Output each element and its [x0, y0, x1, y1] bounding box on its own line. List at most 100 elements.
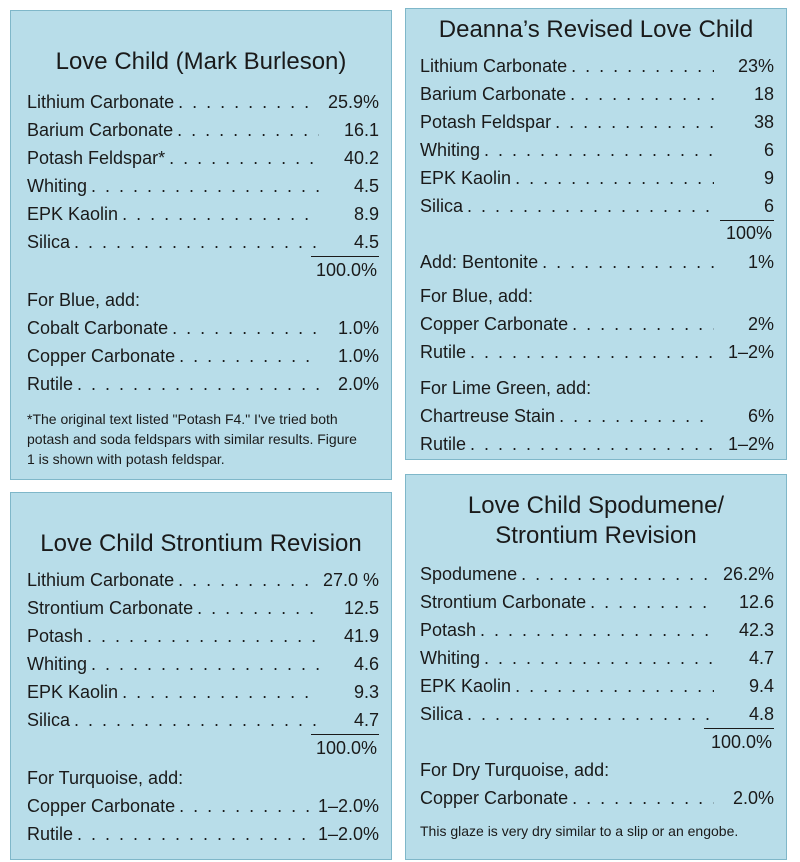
panel-title-line: Strontium Revision — [495, 522, 697, 549]
footnote-line: *The original text listed "Potash F4." I… — [27, 411, 338, 427]
ingredient-row: Strontium Carbonate 12.6 — [420, 591, 774, 613]
ingredient-row: Whiting 6 — [420, 139, 774, 161]
ingredient-value: 4.5 — [353, 176, 379, 196]
ingredient-value: 9.3 — [353, 682, 379, 702]
addition-row: Rutile 1–2% — [420, 341, 774, 363]
ingredient-name: Barium Carbonate — [420, 84, 567, 104]
total-rule — [311, 734, 379, 735]
addition-name: Rutile — [27, 824, 74, 844]
extra-value: 1% — [747, 252, 774, 272]
ingredient-name: Lithium Carbonate — [27, 92, 175, 112]
ingredient-name: Barium Carbonate — [27, 120, 174, 140]
footnote-line: potash and soda feldspars with similar r… — [27, 431, 357, 447]
addition-value: 2% — [747, 314, 774, 334]
addition-name: Copper Carbonate — [27, 346, 176, 366]
addition-value: 2.0% — [337, 374, 379, 394]
addition-row: Chartreuse Stain 6% — [420, 405, 774, 427]
ingredient-name: Silica — [27, 232, 71, 252]
total-rule — [704, 728, 774, 729]
ingredient-row: Silica 4.7 — [27, 709, 379, 731]
ingredient-value: 12.6 — [738, 592, 774, 612]
addition-row: Copper Carbonate 1–2.0% — [27, 795, 379, 817]
addition-heading: For Dry Turquoise, add: — [420, 760, 610, 780]
ingredient-row: Lithium Carbonate 23% — [420, 55, 774, 77]
bentonite-row: Add: Bentonite 1% — [420, 251, 774, 273]
ingredient-row: EPK Kaolin 8.9 — [27, 203, 379, 225]
addition-name: Cobalt Carbonate — [27, 318, 169, 338]
ingredient-row: EPK Kaolin 9.4 — [420, 675, 774, 697]
recipe-panel-strontium-revision: Love Child Strontium Revision Lithium Ca… — [10, 492, 392, 860]
ingredient-row: Barium Carbonate 16.1 — [27, 119, 379, 141]
recipe-total: 100.0% — [315, 738, 377, 758]
ingredient-name: EPK Kaolin — [27, 682, 119, 702]
ingredient-value: 26.2% — [722, 564, 774, 584]
ingredient-name: Potash — [27, 626, 84, 646]
ingredient-row: EPK Kaolin 9 — [420, 167, 774, 189]
recipe-total: 100% — [725, 223, 772, 243]
ingredient-row: Potash Feldspar* 40.2 — [27, 147, 379, 169]
addition-row: Copper Carbonate 2% — [420, 313, 774, 335]
ingredient-value: 27.0 % — [322, 570, 379, 590]
ingredient-row: Potash 42.3 — [420, 619, 774, 641]
extra-name: Add: Bentonite — [420, 252, 539, 272]
addition-row: Cobalt Carbonate 1.0% — [27, 317, 379, 339]
footnote-line: 1 is shown with potash feldspar. — [27, 451, 225, 467]
ingredient-value: 18 — [753, 84, 774, 104]
ingredient-value: 40.2 — [343, 148, 379, 168]
ingredient-row: Silica 6 — [420, 195, 774, 217]
addition-name: Copper Carbonate — [420, 314, 569, 334]
ingredient-value: 6 — [763, 196, 774, 216]
ingredient-value: 4.7 — [748, 648, 774, 668]
ingredient-name: Lithium Carbonate — [27, 570, 175, 590]
addition-name: Rutile — [420, 342, 467, 362]
recipe-panel-love-child: Love Child (Mark Burleson) Lithium Carbo… — [10, 10, 392, 480]
ingredient-name: EPK Kaolin — [420, 676, 512, 696]
ingredient-value: 4.8 — [748, 704, 774, 724]
ingredient-name: Potash Feldspar* — [27, 148, 166, 168]
addition-name: Copper Carbonate — [27, 796, 176, 816]
addition-name: Chartreuse Stain — [420, 406, 556, 426]
ingredient-row: Strontium Carbonate 12.5 — [27, 597, 379, 619]
ingredient-value: 4.5 — [353, 232, 379, 252]
ingredient-name: Strontium Carbonate — [27, 598, 194, 618]
ingredient-name: Silica — [420, 704, 464, 724]
ingredient-name: Potash Feldspar — [420, 112, 552, 132]
ingredient-name: EPK Kaolin — [420, 168, 512, 188]
ingredient-name: Potash — [420, 620, 477, 640]
ingredient-name: Strontium Carbonate — [420, 592, 587, 612]
addition-name: Rutile — [420, 434, 467, 454]
ingredient-value: 9 — [763, 168, 774, 188]
addition-heading: For Blue, add: — [420, 286, 534, 306]
recipe-panel-deannas-revised: Deanna’s Revised Love Child Lithium Carb… — [405, 8, 787, 460]
addition-value: 1–2.0% — [317, 796, 379, 816]
ingredient-value: 41.9 — [343, 626, 379, 646]
panel-title: Deanna’s Revised Love Child — [438, 16, 754, 43]
total-rule — [311, 256, 379, 257]
ingredient-value: 16.1 — [343, 120, 379, 140]
glaze-note: This glaze is very dry similar to a slip… — [420, 823, 739, 839]
panel-title-line: Love Child Spodumene/ — [467, 492, 725, 519]
ingredient-row: Barium Carbonate 18 — [420, 83, 774, 105]
ingredient-row: Lithium Carbonate 27.0 % — [27, 569, 379, 591]
addition-value: 2.0% — [732, 788, 774, 808]
ingredient-name: Whiting — [420, 648, 481, 668]
ingredient-value: 6 — [763, 140, 774, 160]
addition-name: Copper Carbonate — [420, 788, 569, 808]
ingredient-value: 42.3 — [738, 620, 774, 640]
ingredient-value: 4.7 — [353, 710, 379, 730]
addition-row: Copper Carbonate 1.0% — [27, 345, 379, 367]
ingredient-name: Whiting — [420, 140, 481, 160]
recipe-total: 100.0% — [710, 732, 772, 752]
addition-name: Rutile — [27, 374, 74, 394]
ingredient-value: 4.6 — [353, 654, 379, 674]
ingredient-row: EPK Kaolin 9.3 — [27, 681, 379, 703]
addition-value: 1–2% — [727, 434, 774, 454]
addition-value: 6% — [747, 406, 774, 426]
panel-title: Love Child Strontium Revision — [40, 530, 362, 557]
ingredient-name: EPK Kaolin — [27, 204, 119, 224]
addition-row: Copper Carbonate 2.0% — [420, 787, 774, 809]
addition-row: Rutile 2.0% — [27, 373, 379, 395]
ingredient-name: Spodumene — [420, 564, 518, 584]
ingredient-row: Whiting 4.6 — [27, 653, 379, 675]
addition-value: 1.0% — [337, 346, 379, 366]
